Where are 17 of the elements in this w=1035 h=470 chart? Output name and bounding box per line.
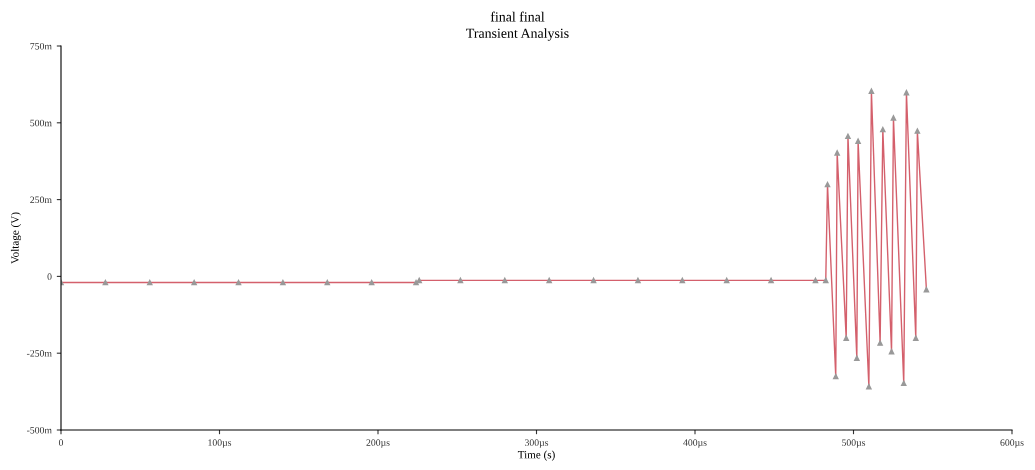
x-tick-label: 300µs [524,439,549,448]
x-tick-label: 0 [58,439,64,446]
chart-title: final final [490,11,545,22]
y-tick-label: 500m [30,119,52,127]
y-tick-label: -500m [26,426,52,434]
chart-subtitle: Transient Analysis [466,28,569,41]
x-tick-label: 500µs [842,439,866,448]
x-tick-label: 400µs [683,439,707,448]
y-tick-label: 750m [30,42,52,50]
y-tick-label: -250m [26,350,52,357]
x-axis-title: Time (s) [517,450,555,461]
x-tick-label: 100µs [208,439,232,448]
x-tick-label: 200µs [366,439,390,448]
y-tick-label: 250m [30,196,52,204]
x-tick-label: 600µs [1000,439,1024,448]
y-axis-title: Voltage (V) [10,212,22,264]
y-tick-label: 0 [47,273,52,280]
